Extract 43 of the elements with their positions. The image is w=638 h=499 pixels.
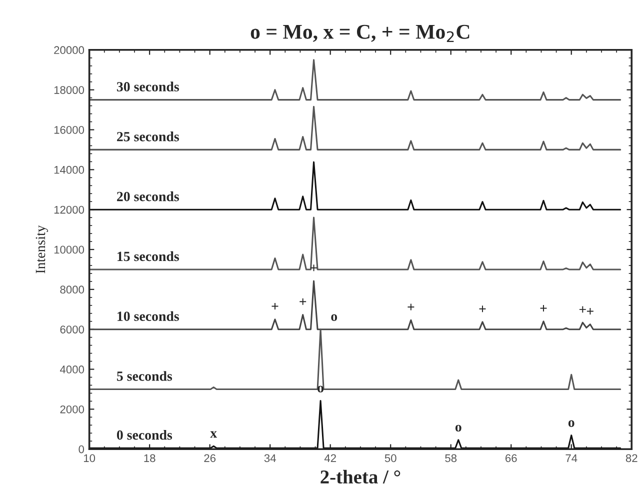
annotation: + xyxy=(586,308,594,314)
y-tick-label: 8000 xyxy=(60,286,84,294)
x-tick-label: 66 xyxy=(505,454,517,462)
y-tick-label: 4000 xyxy=(60,366,84,374)
x-tick-label: 42 xyxy=(324,454,336,462)
annotation: + xyxy=(540,304,547,312)
y-tick-label: 0 xyxy=(78,445,84,454)
y-tick-label: 18000 xyxy=(54,86,84,94)
y-tick-label: 20000 xyxy=(54,46,84,54)
annotation: o xyxy=(568,420,574,427)
x-tick-label: 18 xyxy=(144,454,156,462)
series-label: 0 seconds xyxy=(116,430,172,440)
series-label: 30 seconds xyxy=(116,82,179,92)
y-tick-label: 6000 xyxy=(60,326,84,334)
y-tick-label: 2000 xyxy=(60,405,84,414)
y-tick-label: 16000 xyxy=(54,126,84,134)
annotation: o xyxy=(455,424,462,432)
x-tick-label: 58 xyxy=(445,454,457,462)
x-tick-label: 34 xyxy=(264,454,276,462)
x-tick-label: 74 xyxy=(566,454,578,462)
x-tick-label: 26 xyxy=(204,454,216,462)
annotation: + xyxy=(300,298,306,305)
series-label: 10 seconds xyxy=(118,311,179,321)
y-tick-label: 14000 xyxy=(54,166,84,174)
annotation: x xyxy=(210,431,217,438)
series-label: 15 seconds xyxy=(118,251,179,262)
annotation: o xyxy=(318,386,324,392)
annotation: + xyxy=(479,306,486,312)
annotation: + xyxy=(408,304,414,310)
annotation: + xyxy=(579,306,586,313)
annotation: + xyxy=(272,303,278,310)
y-tick-label: 10000 xyxy=(54,246,84,254)
annotation: o xyxy=(331,314,338,321)
series-label: 20 seconds xyxy=(117,191,179,202)
x-tick-label: 50 xyxy=(384,454,396,462)
x-tick-label: 10 xyxy=(84,454,96,462)
y-axis-title: Intensity xyxy=(36,225,48,274)
x-axis-title: 2-theta / ° xyxy=(320,470,400,484)
series-label: 25 seconds xyxy=(117,132,179,142)
y-tick-label: 12000 xyxy=(54,206,84,214)
chart-title: o = Mo, x = C, + = Mo$_{2}$C xyxy=(250,24,470,42)
x-tick-label: 82 xyxy=(626,454,638,462)
series-label: 5 seconds xyxy=(116,371,172,381)
